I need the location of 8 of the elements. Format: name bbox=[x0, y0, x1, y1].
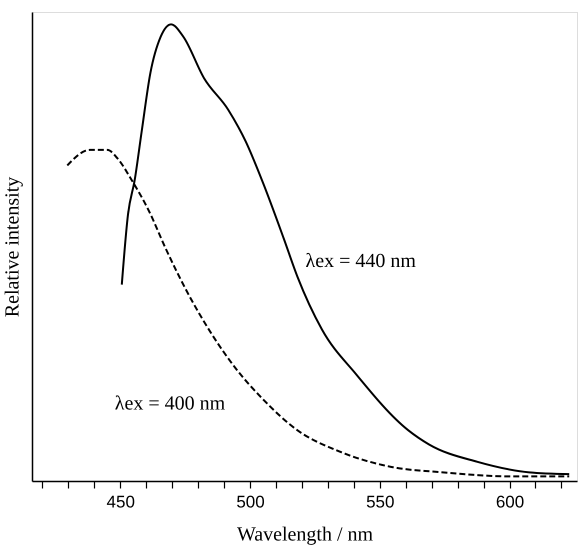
x-tick-label: 550 bbox=[366, 492, 394, 512]
x-tick-label: 450 bbox=[106, 492, 135, 512]
series-label: λex = 400 nm bbox=[114, 392, 226, 415]
x-tick-label: 500 bbox=[236, 492, 265, 512]
x-tick-label: 600 bbox=[496, 492, 524, 512]
y-axis-title: Relative intensity bbox=[2, 176, 24, 318]
series-label: λex = 440 nm bbox=[305, 250, 416, 272]
x-axis-title: Wavelength / nm bbox=[236, 524, 374, 546]
